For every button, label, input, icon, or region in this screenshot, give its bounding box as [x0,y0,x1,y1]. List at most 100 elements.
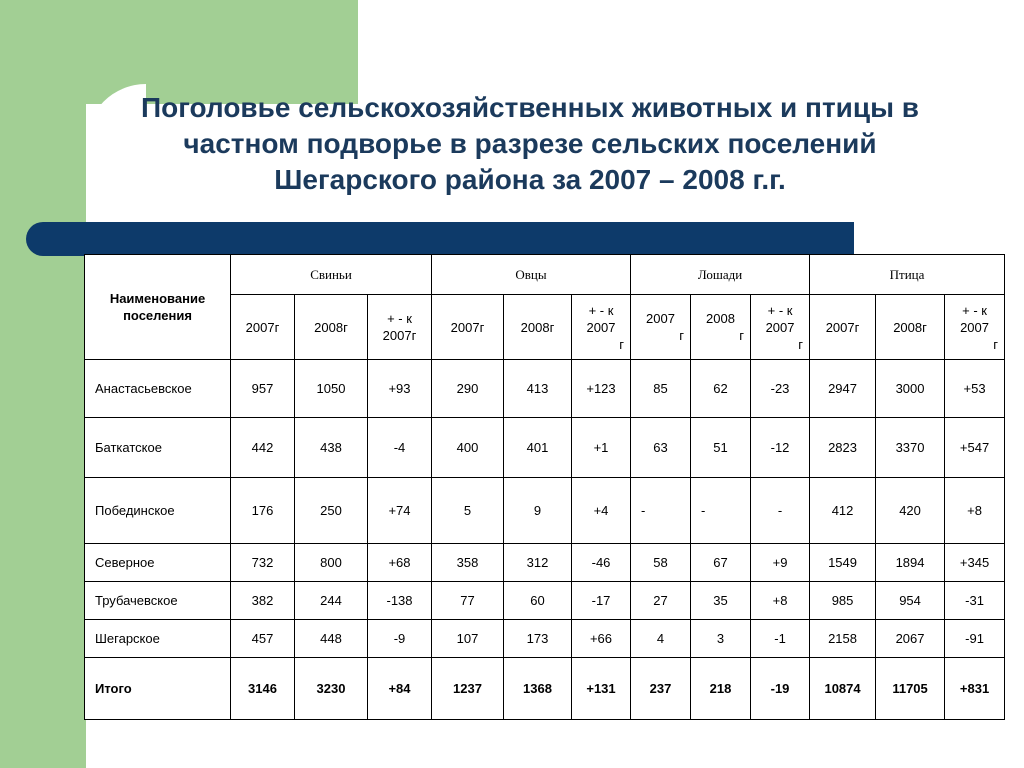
livestock-table-container: Наименование поселения Свиньи Овцы Лошад… [84,254,1006,720]
cell: 1549 [809,543,877,582]
cell: 218 [690,657,752,720]
cell: +8 [944,477,1006,544]
cell: +131 [570,657,632,720]
year-header-line1: 2007 [646,311,675,326]
cell: 401 [503,417,572,478]
cell: 732 [230,543,295,582]
cell: 67 [690,543,752,582]
cell: 413 [503,359,572,418]
cell: 3230 [294,657,368,720]
cell: +74 [367,477,432,544]
table-row: Баткатское 442 438 -4 400 401 +1 63 51 -… [84,417,1006,478]
cell: 2823 [809,417,877,478]
column-group-sheep: Овцы [430,254,632,295]
column-header-2007: 2007г [431,294,504,360]
cell: 800 [294,543,368,582]
cell: -1 [750,619,811,658]
cell: 1894 [875,543,946,582]
column-header-2007: 2007г [230,294,295,360]
cell: +66 [570,619,632,658]
decor-green-left-band [0,0,86,768]
change-header-line2: 2007 [586,319,616,335]
cell: +53 [944,359,1006,418]
column-header-2007: 2007г [809,294,877,360]
cell: 244 [294,581,368,620]
cell: +4 [570,477,632,544]
decor-navy-bar [26,222,854,256]
table-body: Анастасьевское 957 1050 +93 290 413 +123… [84,359,1006,720]
settlement-name: Шегарское [84,619,231,658]
cell: 51 [690,417,752,478]
cell: -91 [944,619,1006,658]
cell: 412 [809,477,877,544]
column-header-2008: 2008г [875,294,946,360]
cell: 358 [431,543,504,582]
cell: 176 [230,477,295,544]
cell: -4 [367,417,432,478]
year-header-line1: 2008 [706,311,735,326]
header-row-groups: Наименование поселения Свиньи Овцы Лошад… [84,254,1006,360]
cell: 290 [431,359,504,418]
cell: 3370 [875,417,946,478]
cell: +84 [367,657,432,720]
cell: +123 [570,359,632,418]
column-header-2007: 2007 г [630,294,692,360]
cell: 3000 [875,359,946,418]
cell: 77 [431,581,504,620]
change-header-line3: г [798,336,804,352]
change-header-line2: 2007 [765,319,795,335]
cell: 62 [690,359,752,418]
cell: +345 [944,543,1006,582]
cell: 11705 [875,657,946,720]
cell: 35 [690,581,752,620]
column-group-horses: Лошади [630,254,811,295]
cell: 442 [230,417,295,478]
cell: +547 [944,417,1006,478]
slide-title: Поголовье сельскохозяйственных животных … [140,92,919,195]
cell: 5 [431,477,504,544]
change-header-line1: + - к [588,302,614,318]
header-row-years: 2007г 2008г + - к 2007г 2007г 2008г + - … [85,294,1006,360]
cell: -17 [570,581,632,620]
table-row: Шегарское 457 448 -9 107 173 +66 4 3 -1 … [84,619,1006,658]
cell: 107 [431,619,504,658]
cell: +68 [367,543,432,582]
year-header-line2: г [679,328,685,343]
table-row: Анастасьевское 957 1050 +93 290 413 +123… [84,359,1006,418]
cell: 1050 [294,359,368,418]
cell: 27 [630,581,692,620]
column-group-pigs: Свиньи [230,254,432,295]
cell: 3 [690,619,752,658]
change-header-line2: 2007г [382,328,417,343]
cell: -12 [750,417,811,478]
change-header-line1: + - к [962,302,987,318]
column-header-settlement: Наименование поселения [84,254,231,360]
cell: 250 [294,477,368,544]
cell: 2158 [809,619,877,658]
table-row: Северное 732 800 +68 358 312 -46 58 67 +… [84,543,1006,582]
column-header-2008: 2008г [503,294,572,360]
cell: 2947 [809,359,877,418]
settlement-name: Северное [84,543,231,582]
cell: 63 [630,417,692,478]
table-row: Побединское 176 250 +74 5 9 +4 - - - 412… [84,477,1006,544]
cell: - [630,477,692,544]
column-header-change: + - к 2007 г [750,294,811,360]
column-group-poultry: Птица [809,254,1006,295]
cell: +8 [750,581,811,620]
cell: 312 [503,543,572,582]
settlement-name: Трубачевское [84,581,231,620]
settlement-name: Побединское [84,477,231,544]
column-header-2008: 2008г [294,294,368,360]
table-row: Трубачевское 382 244 -138 77 60 -17 27 3… [84,581,1006,620]
cell: 173 [503,619,572,658]
change-header-line3: г [619,336,625,352]
cell: - [690,477,752,544]
cell: 400 [431,417,504,478]
change-header-line3: г [993,336,999,352]
cell: -46 [570,543,632,582]
column-header-change: + - к 2007 г [570,294,632,360]
cell: -23 [750,359,811,418]
cell: 237 [630,657,692,720]
cell: 2067 [875,619,946,658]
